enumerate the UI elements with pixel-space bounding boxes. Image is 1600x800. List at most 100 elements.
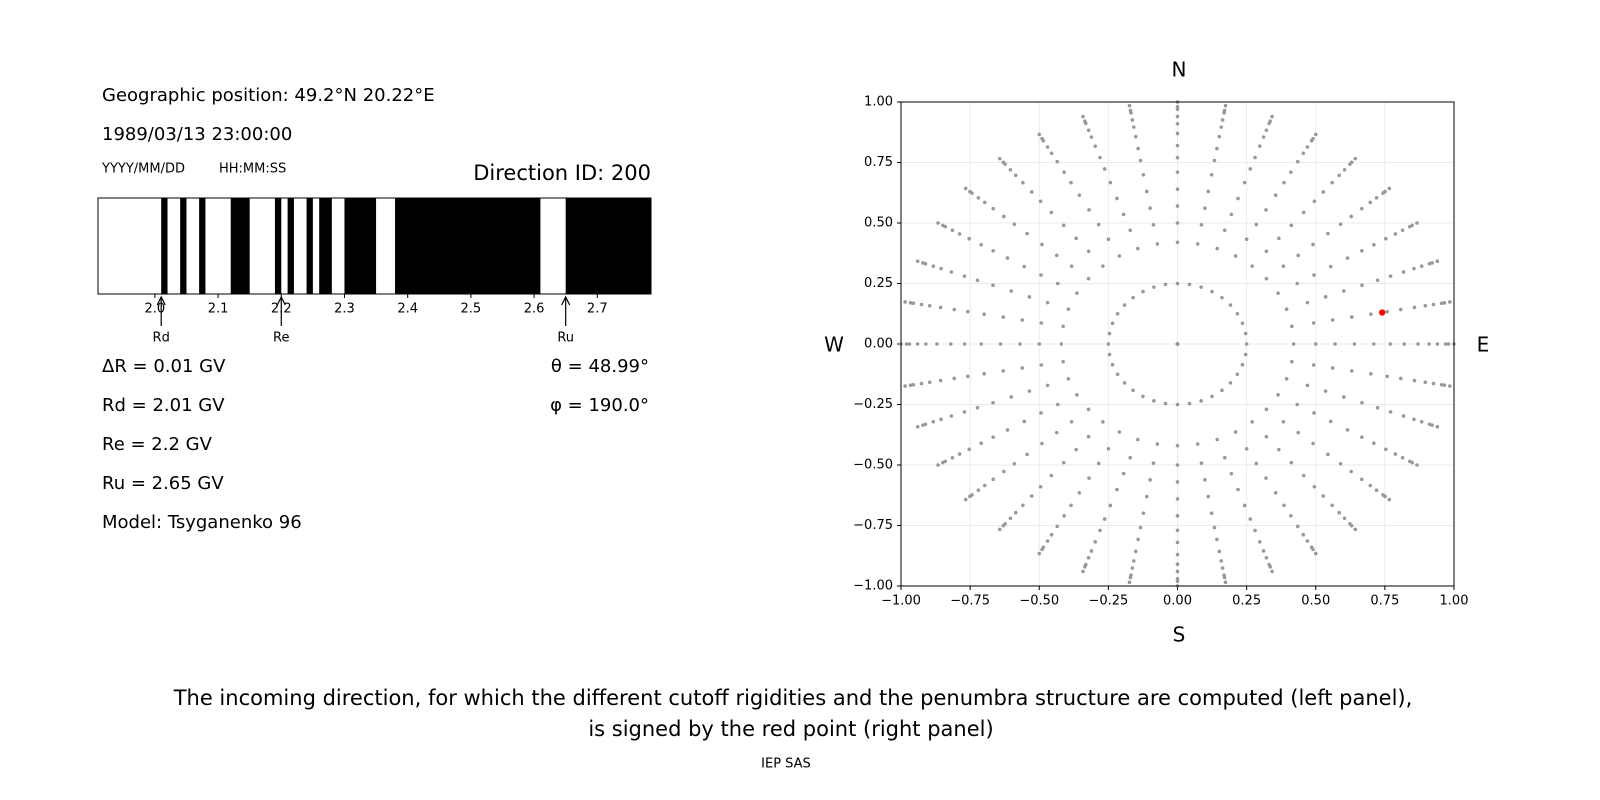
direction-point: [1175, 155, 1180, 160]
direction-point: [1423, 303, 1428, 308]
direction-point: [1281, 419, 1286, 424]
direction-point: [915, 424, 920, 429]
direction-point: [1029, 494, 1034, 498]
direction-point: [957, 232, 962, 236]
direction-point: [1096, 461, 1101, 466]
direction-point: [1233, 430, 1238, 434]
direction-point: [1276, 291, 1280, 295]
direction-point: [1012, 461, 1017, 466]
direction-point: [1233, 254, 1238, 258]
direction-point: [1195, 242, 1200, 246]
forbidden-band: [230, 198, 250, 294]
direction-point: [1175, 240, 1180, 245]
direction-point: [1375, 405, 1380, 410]
direction-point: [1264, 208, 1268, 212]
direction-point: [1069, 503, 1073, 508]
direction-point: [1338, 461, 1343, 466]
direction-point: [1049, 532, 1054, 537]
direction-point: [1311, 363, 1316, 367]
y-tick-label: −0.25: [853, 397, 893, 412]
direction-point: [911, 301, 916, 306]
direction-point: [1128, 455, 1133, 460]
direction-point: [1175, 540, 1180, 545]
direction-point: [1273, 193, 1278, 197]
direction-point: [1290, 359, 1294, 364]
direction-point: [1175, 514, 1180, 518]
direction-point: [1135, 437, 1140, 442]
direction-point: [1141, 172, 1146, 177]
direction-point: [1384, 447, 1388, 452]
direction-point: [1108, 503, 1113, 508]
direction-point: [1081, 114, 1085, 119]
direction-point: [1212, 525, 1217, 530]
direction-point: [1135, 246, 1140, 251]
direction-point: [968, 189, 972, 194]
x-tick-label: 0.50: [1301, 594, 1330, 609]
direction-point: [1175, 463, 1180, 467]
direction-point: [1359, 206, 1364, 211]
direction-point: [1305, 383, 1310, 388]
direction-point: [991, 435, 995, 439]
direction-point: [991, 283, 995, 288]
direction-point: [1175, 497, 1180, 501]
marker-label: Rd: [153, 331, 170, 346]
direction-point: [1220, 295, 1224, 300]
x-tick-label: 2.5: [461, 302, 482, 317]
direction-point: [1401, 414, 1406, 418]
direction-point: [1415, 221, 1419, 225]
x-tick-label: 2.3: [334, 302, 355, 317]
direction-point: [1005, 428, 1010, 432]
direction-point: [1311, 242, 1315, 247]
direction-point: [1087, 476, 1091, 480]
direction-point: [1412, 305, 1417, 310]
direction-point: [1215, 146, 1219, 151]
direction-point: [1059, 342, 1064, 346]
direction-point: [1295, 402, 1300, 407]
direction-point: [1360, 400, 1364, 405]
direction-point: [1130, 118, 1135, 122]
direction-point: [967, 236, 971, 241]
direction-point: [1261, 135, 1266, 139]
direction-point: [1074, 447, 1078, 452]
direction-point: [1039, 363, 1044, 367]
direction-point: [1175, 105, 1180, 109]
direction-point: [1148, 478, 1152, 482]
direction-point: [1415, 463, 1419, 467]
direction-point: [1342, 516, 1347, 521]
direction-point: [982, 483, 987, 488]
direction-point: [1248, 167, 1253, 171]
direction-point: [1235, 311, 1240, 316]
direction-point: [907, 342, 912, 346]
direction-point: [952, 307, 957, 312]
direction-point: [919, 302, 924, 307]
info-line: Ru = 2.65 GV: [102, 473, 224, 494]
direction-point: [1054, 430, 1059, 435]
direction-point: [1074, 236, 1078, 241]
selected-direction: [1378, 309, 1386, 316]
direction-point: [1328, 419, 1333, 424]
direction-point: [1115, 487, 1119, 492]
direction-point: [1282, 180, 1286, 185]
direction-point: [966, 309, 970, 314]
direction-point: [1055, 281, 1060, 286]
direction-point: [1301, 532, 1306, 537]
direction-point: [1008, 167, 1013, 172]
direction-point: [1290, 324, 1294, 329]
direction-point: [1384, 236, 1388, 241]
direction-point: [1254, 461, 1259, 466]
direction-point: [1054, 253, 1059, 258]
direction-point: [1313, 132, 1318, 137]
direction-point: [1305, 539, 1310, 543]
direction-point: [962, 342, 967, 346]
direction-point: [1083, 565, 1087, 569]
direction-point: [1374, 488, 1379, 493]
direction-point: [1229, 212, 1234, 217]
direction-point: [957, 452, 962, 456]
direction-point: [1102, 517, 1107, 521]
south: S: [1173, 623, 1186, 647]
direction-point: [1040, 242, 1044, 247]
direction-point: [1132, 125, 1136, 129]
direction-point: [1175, 579, 1180, 583]
forbidden-band: [287, 198, 294, 294]
direction-point: [927, 380, 932, 385]
